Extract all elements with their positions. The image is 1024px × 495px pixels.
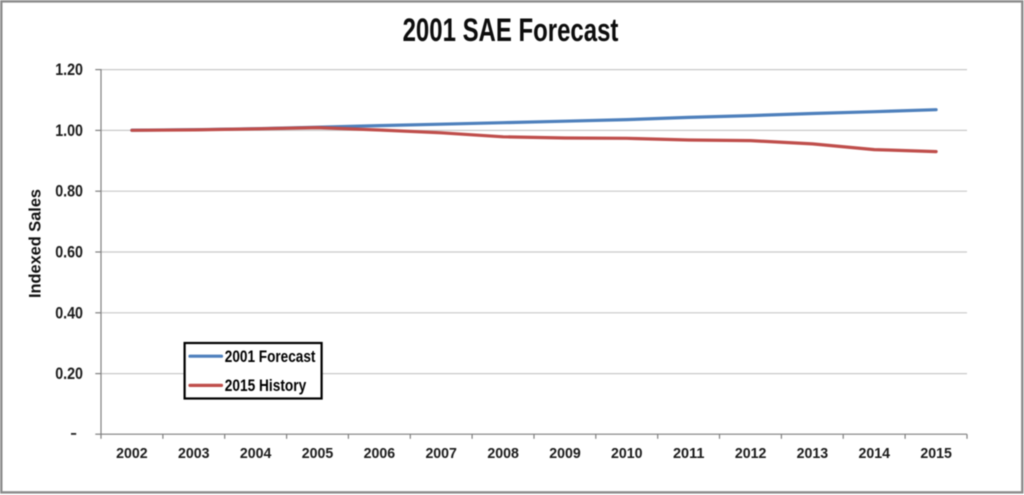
- svg-text:2008: 2008: [487, 445, 519, 462]
- svg-text:2001 Forecast: 2001 Forecast: [225, 348, 316, 366]
- svg-text:0.40: 0.40: [55, 303, 83, 322]
- svg-text:0.60: 0.60: [55, 243, 83, 262]
- svg-text:2003: 2003: [178, 445, 210, 462]
- svg-text:Indexed Sales: Indexed Sales: [27, 189, 45, 298]
- svg-text:2007: 2007: [425, 445, 457, 462]
- svg-text:2010: 2010: [611, 445, 643, 462]
- svg-text:2015 History: 2015 History: [225, 377, 307, 395]
- svg-text:2013: 2013: [797, 445, 829, 462]
- svg-text:2011: 2011: [673, 445, 705, 462]
- svg-text:0.20: 0.20: [55, 364, 83, 383]
- svg-text:1.00: 1.00: [55, 121, 83, 140]
- svg-text:2004: 2004: [240, 445, 272, 462]
- svg-text:2002: 2002: [116, 445, 148, 462]
- svg-text:2001 SAE Forecast: 2001 SAE Forecast: [403, 12, 619, 48]
- svg-text:2014: 2014: [859, 445, 891, 462]
- svg-text:2006: 2006: [364, 445, 396, 462]
- svg-text:0.80: 0.80: [55, 182, 83, 201]
- svg-text:2005: 2005: [302, 445, 334, 462]
- svg-text:1.20: 1.20: [55, 60, 83, 79]
- svg-text:2015: 2015: [920, 445, 952, 462]
- svg-text:2009: 2009: [549, 445, 581, 462]
- svg-text:2012: 2012: [735, 445, 767, 462]
